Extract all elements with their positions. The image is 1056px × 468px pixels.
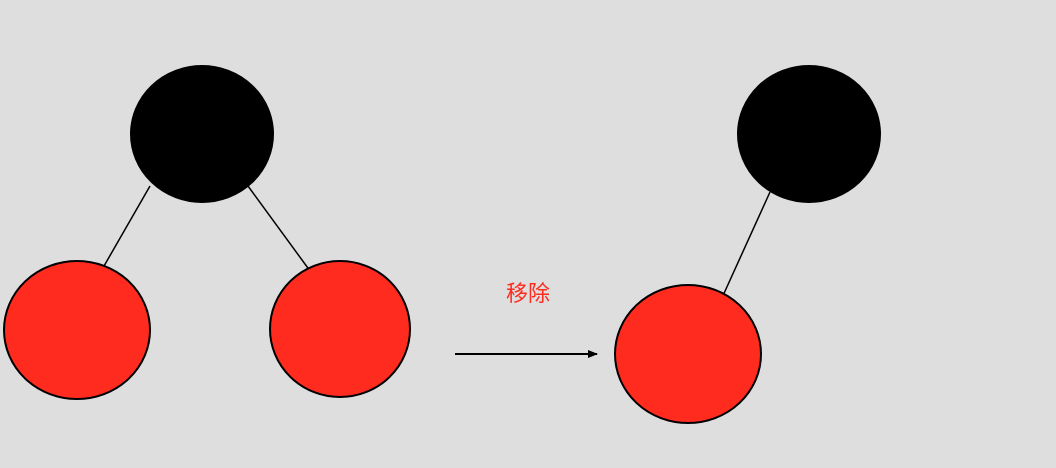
before-left-child-node: [3, 260, 151, 400]
before-root-node: [130, 65, 274, 203]
after-edge-left: [720, 191, 771, 301]
after-root-node: [737, 65, 881, 203]
before-tree: [3, 65, 411, 400]
before-edge-left: [99, 185, 151, 274]
transition: 移除: [455, 282, 598, 358]
before-edge-right: [247, 185, 314, 276]
after-left-child-node: [614, 284, 762, 424]
removal-label: 移除: [506, 282, 550, 307]
before-right-child-node: [269, 260, 411, 398]
after-tree: [614, 65, 881, 424]
